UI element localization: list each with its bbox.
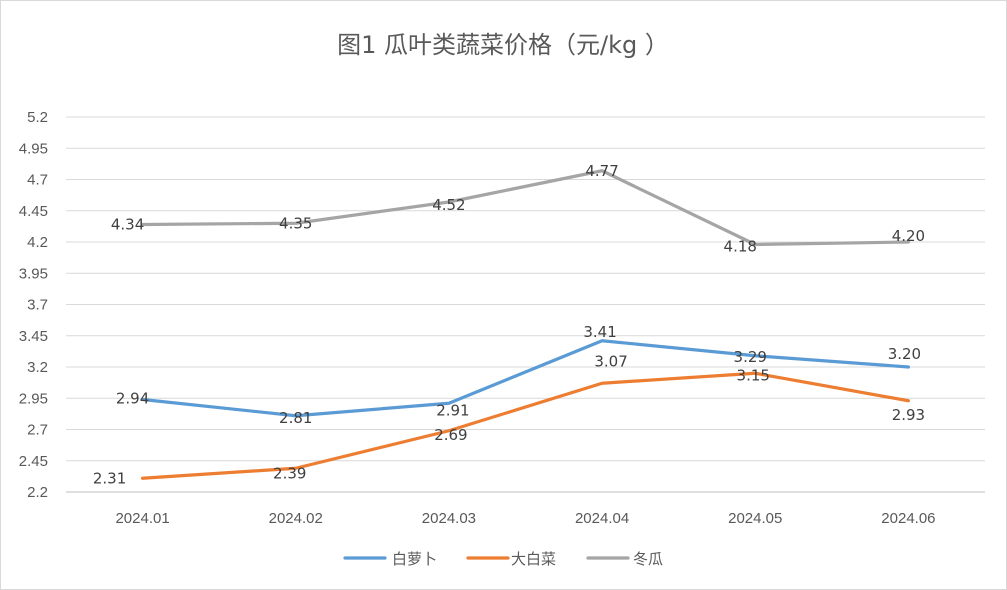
data-label: 2.31	[93, 469, 126, 487]
data-label: 3.41	[583, 323, 616, 341]
y-tick-label: 2.95	[19, 390, 48, 407]
data-label: 4.52	[432, 196, 465, 214]
legend: 白萝卜 大白菜 冬瓜	[343, 550, 663, 568]
series-line-2	[140, 371, 911, 480]
y-tick-label: 2.45	[19, 453, 48, 470]
data-label: 2.39	[273, 464, 306, 482]
data-label: 4.34	[111, 216, 144, 234]
x-tick-label: 2024.02	[269, 510, 323, 527]
x-tick-label: 2024.05	[728, 510, 782, 527]
data-label: 4.20	[892, 227, 925, 245]
y-tick-label: 4.95	[19, 140, 48, 157]
legend-label-1: 白萝卜	[392, 550, 437, 568]
data-label: 2.94	[116, 390, 149, 408]
y-axis: 2.2 2.45 2.7 2.95 3.2 3.45 3.7 3.95 4.2 4.45 4.7 4.…	[19, 109, 48, 501]
data-label: 3.29	[734, 348, 767, 366]
data-label: 3.20	[888, 345, 921, 363]
series-group	[140, 169, 911, 480]
y-tick-label: 3.95	[19, 265, 48, 282]
x-axis: 2024.01 2024.02 2024.03 2024.04 2024.05 2024.…	[115, 510, 935, 527]
data-label: 4.35	[279, 214, 312, 232]
data-label: 2.91	[436, 401, 469, 419]
x-tick-label: 2024.01	[115, 510, 169, 527]
legend-label-2: 大白菜	[511, 550, 556, 568]
data-label: 4.77	[585, 162, 618, 180]
series-line-1	[140, 339, 911, 418]
data-label: 4.18	[724, 238, 757, 256]
data-label: 2.93	[892, 406, 925, 424]
data-label: 2.81	[279, 409, 312, 427]
x-tick-label: 2024.03	[422, 510, 476, 527]
gridlines	[66, 116, 985, 493]
y-tick-label: 4.2	[27, 234, 48, 251]
y-tick-label: 3.45	[19, 328, 48, 345]
series-line-3	[140, 169, 911, 247]
legend-label-3: 冬瓜	[633, 550, 663, 568]
x-tick-label: 2024.04	[575, 510, 629, 527]
y-tick-label: 2.7	[27, 422, 48, 439]
y-tick-label: 4.45	[19, 203, 48, 220]
y-tick-label: 3.2	[27, 359, 48, 376]
y-tick-label: 4.7	[27, 172, 48, 189]
data-label: 2.69	[434, 426, 467, 444]
y-tick-label: 3.7	[27, 297, 48, 314]
x-tick-label: 2024.06	[881, 510, 935, 527]
y-tick-label: 2.2	[27, 484, 48, 501]
data-label: 3.15	[737, 366, 770, 384]
chart-title: 图1 瓜叶类蔬菜价格（元/kg ）	[337, 31, 669, 59]
data-label: 3.07	[594, 352, 627, 370]
y-tick-label: 5.2	[27, 109, 48, 126]
data-labels: 2.94 2.81 2.91 3.41 3.29 3.20 2.31 2.39 2.69 3.07…	[93, 162, 925, 488]
